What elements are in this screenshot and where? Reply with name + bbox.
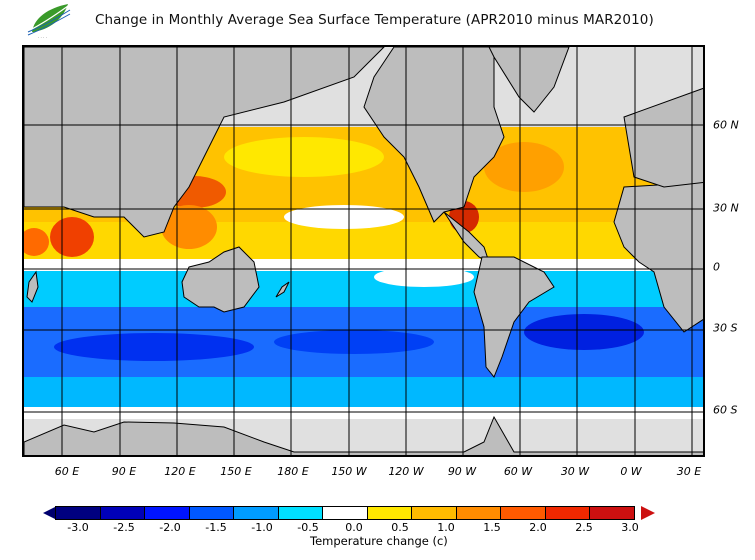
southern-ocean-cyan	[24, 377, 703, 407]
colorbar-tick-label: 1.5	[483, 521, 501, 534]
leaf-wave-logo-icon: · · · ·	[27, 4, 71, 40]
lon-label-60e: 60 E	[54, 465, 80, 478]
colorbar-segment	[144, 506, 190, 520]
lat-label-60n: 60 N	[713, 118, 739, 132]
colorbar-segment	[99, 506, 145, 520]
southern-ice-white	[24, 407, 703, 419]
lon-label-180e: 180 E	[277, 465, 309, 478]
africa-land	[613, 181, 703, 333]
lon-label-30w: 30 W	[560, 465, 590, 478]
australia-land	[181, 246, 260, 313]
north-pacific-white	[284, 205, 404, 229]
lon-label-120w: 120 W	[388, 465, 424, 478]
east-china-warm-patch	[161, 205, 217, 249]
colorbar-segment	[188, 506, 234, 520]
lon-label-90e: 90 E	[111, 465, 137, 478]
europe-land	[623, 87, 703, 188]
colorbar-title: Temperature change (c)	[310, 534, 448, 548]
colorbar	[55, 506, 635, 520]
colorbar-segment	[233, 506, 279, 520]
colorbar-under-arrow	[43, 506, 57, 520]
lon-label-30e: 30 E	[676, 465, 702, 478]
colorbar-segment	[544, 506, 590, 520]
north-atlantic-warm	[484, 142, 564, 192]
lat-label-0: 0	[713, 260, 720, 274]
colorbar-segment	[455, 506, 501, 520]
svg-text:· · · ·: · · · ·	[38, 35, 47, 40]
madagascar-land	[26, 270, 39, 303]
lon-label-150e: 150 E	[220, 465, 252, 478]
colorbar-over-arrow	[641, 506, 655, 520]
colorbar-tick-label: 1.0	[437, 521, 455, 534]
colorbar-tick-label: -1.0	[251, 521, 273, 534]
colorbar-tick-label: -0.5	[297, 521, 319, 534]
arabian-sea-warm-patch	[24, 228, 49, 256]
graticule	[24, 47, 703, 455]
map-canvas	[24, 47, 703, 455]
colorbar-segment	[411, 506, 457, 520]
colorbar-segment	[55, 506, 101, 520]
lat-label-30s: 30 S	[713, 321, 738, 335]
colorbar-tick-label: 2.5	[575, 521, 593, 534]
lon-label-90w: 90 W	[447, 465, 477, 478]
chart-title: Change in Monthly Average Sea Surface Te…	[95, 12, 654, 28]
antarctica-land	[24, 415, 703, 455]
colorbar-tick-label: 2.0	[529, 521, 547, 534]
colorbar-tick-label: 0.5	[391, 521, 409, 534]
colorbar-tick-label: 0.0	[345, 521, 363, 534]
colorbar-segment	[500, 506, 546, 520]
colorbar-tick-label: 3.0	[621, 521, 639, 534]
colorbar-tick-label: -2.0	[159, 521, 181, 534]
eurasia-land	[24, 47, 385, 238]
south-pacific-dark-blue	[274, 330, 434, 354]
colorbar-segment	[589, 506, 635, 520]
south-pacific-white	[374, 267, 474, 287]
colorbar-segment	[322, 506, 368, 520]
lon-label-0w: 0 W	[620, 465, 642, 478]
colorbar-tick-label: -3.0	[67, 521, 89, 534]
lat-label-30n: 30 N	[713, 201, 739, 215]
south-atlantic-dark-blue	[524, 314, 644, 350]
colorbar-tick-label: -1.5	[205, 521, 227, 534]
indian-ocean-dark-blue	[54, 333, 254, 361]
colorbar-tick-label: -2.5	[113, 521, 135, 534]
lon-label-150w: 150 W	[331, 465, 367, 478]
colorbar-segment	[277, 506, 323, 520]
north-pacific-yellow	[224, 137, 384, 177]
bay-bengal-warm-patch	[50, 217, 94, 257]
colorbar-segment	[366, 506, 412, 520]
sst-change-map	[22, 45, 705, 457]
greenland-land	[488, 47, 570, 113]
new-zealand-land	[275, 281, 290, 298]
lon-label-120e: 120 E	[164, 465, 196, 478]
lon-label-60w: 60 W	[503, 465, 533, 478]
lat-label-60s: 60 S	[713, 403, 738, 417]
